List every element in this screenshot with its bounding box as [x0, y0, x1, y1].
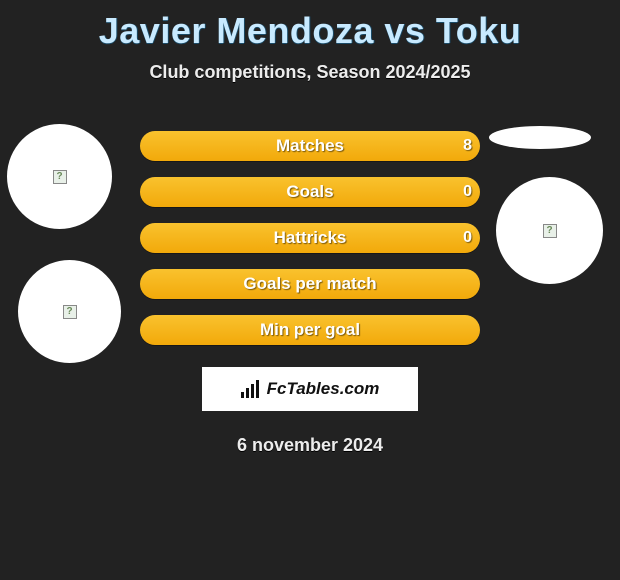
stat-label: Hattricks: [140, 223, 480, 253]
stat-row: Min per goal: [140, 315, 480, 345]
stat-row: Goals per match: [140, 269, 480, 299]
stat-row: Hattricks0: [140, 223, 480, 253]
stat-label: Min per goal: [140, 315, 480, 345]
right-player-portrait: ?: [496, 177, 603, 284]
stat-label: Goals: [140, 177, 480, 207]
right-player-meter-ellipse: [489, 126, 591, 149]
bar-chart-icon: [241, 380, 263, 398]
stat-label: Goals per match: [140, 269, 480, 299]
left-player-portrait: ?: [7, 124, 112, 229]
image-placeholder-icon: ?: [53, 170, 67, 184]
stat-row: Goals0: [140, 177, 480, 207]
stat-value-right: 0: [463, 177, 472, 207]
stat-value-right: 8: [463, 131, 472, 161]
date-text: 6 november 2024: [0, 435, 620, 456]
stat-value-right: 0: [463, 223, 472, 253]
fctables-logo: FcTables.com: [202, 367, 418, 411]
image-placeholder-icon: ?: [63, 305, 77, 319]
stat-row: Matches8: [140, 131, 480, 161]
page-title: Javier Mendoza vs Toku: [0, 0, 620, 52]
left-player-portrait: ?: [18, 260, 121, 363]
image-placeholder-icon: ?: [543, 224, 557, 238]
stat-label: Matches: [140, 131, 480, 161]
page-subtitle: Club competitions, Season 2024/2025: [0, 62, 620, 83]
logo-text: FcTables.com: [267, 379, 380, 399]
